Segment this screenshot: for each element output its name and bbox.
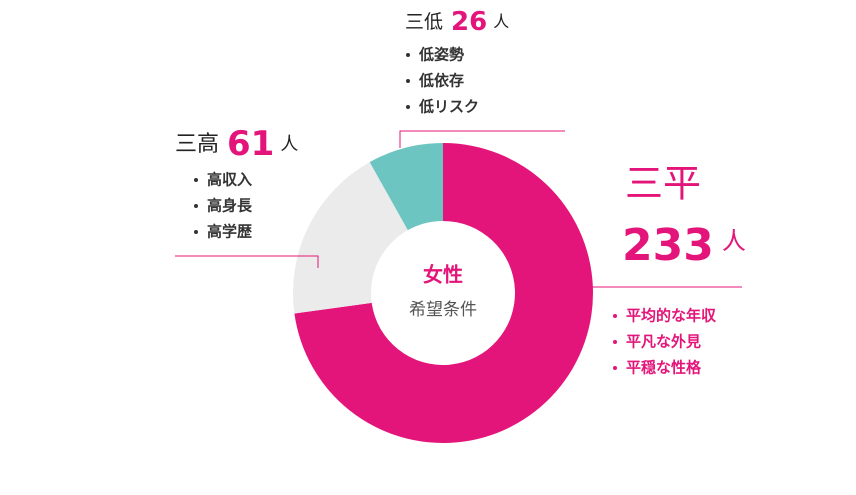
center-subtitle: 希望条件 <box>409 300 477 320</box>
detail-item: 平凡な外見 <box>626 333 701 351</box>
label: 三高 61 人 <box>175 124 298 164</box>
value-label: 61 <box>227 124 274 164</box>
detail-item: 低リスク <box>418 98 479 116</box>
bullet <box>406 79 410 83</box>
detail-item: 平均的な年収 <box>626 307 717 325</box>
donut-segment <box>293 162 408 314</box>
category-label: 三平 <box>625 162 701 206</box>
leader-line <box>554 286 742 299</box>
detail-item: 高学歴 <box>207 223 252 241</box>
bullet <box>194 230 198 234</box>
bullet <box>194 178 198 182</box>
bullet <box>613 314 617 318</box>
category-label: 三低 <box>405 11 443 33</box>
value-text: 233 人 <box>622 220 746 271</box>
center-title: 女性 <box>423 263 463 287</box>
value-label: 233 <box>622 220 714 271</box>
detail-item: 低姿勢 <box>418 46 464 64</box>
detail-item: 高身長 <box>207 197 253 215</box>
donut-segment <box>294 143 594 443</box>
bullet <box>406 53 410 57</box>
category-label: 三高 <box>175 132 219 157</box>
unit: 人 <box>493 12 509 31</box>
bullet <box>406 105 410 109</box>
detail-item: 平穏な性格 <box>626 359 702 377</box>
leader-line <box>175 255 319 268</box>
leader-line <box>399 130 565 148</box>
bullet <box>194 204 198 208</box>
detail-item: 低依存 <box>418 72 464 90</box>
donut-segment <box>369 143 443 231</box>
detail-item: 高収入 <box>207 171 252 189</box>
unit: 人 <box>722 227 746 255</box>
unit: 人 <box>280 134 298 155</box>
bullet <box>613 340 617 344</box>
bullet <box>613 366 617 370</box>
value-label: 26 <box>451 7 487 37</box>
label: 三低 26 人 <box>405 7 509 37</box>
